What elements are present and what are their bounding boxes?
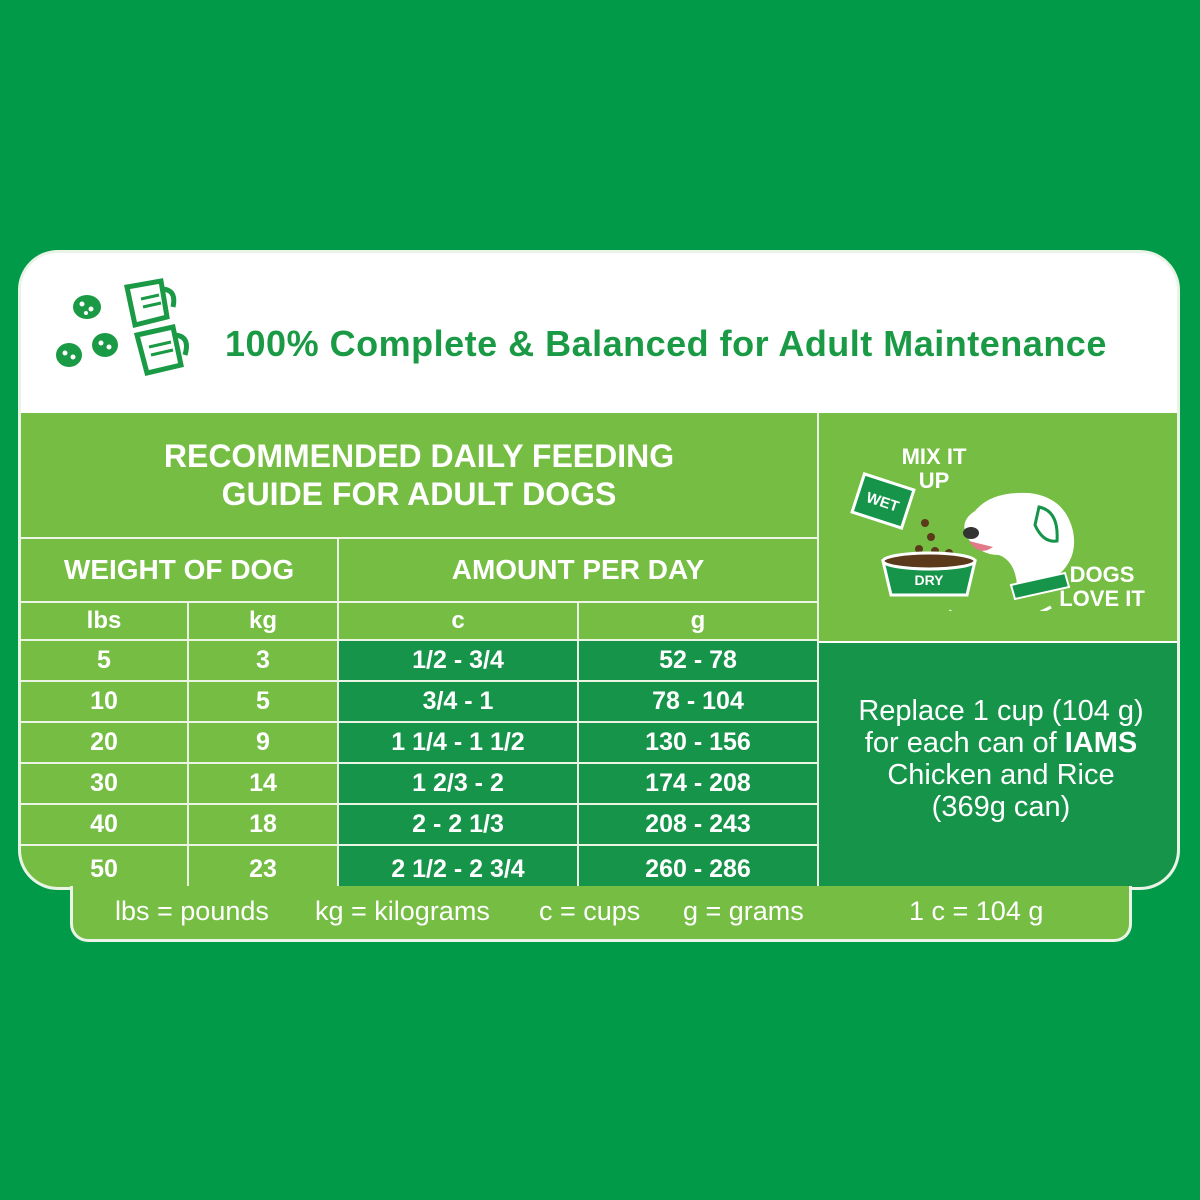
cell-lbs: 10 xyxy=(90,687,118,715)
cell-kg: 18 xyxy=(249,810,277,838)
cell-grams: 260 - 286 xyxy=(579,846,817,887)
cell-grams: 208 - 243 xyxy=(579,805,817,844)
cell-lbs: 40 xyxy=(90,810,118,838)
cell-lbs: 20 xyxy=(90,728,118,756)
cell-kg: 14 xyxy=(249,769,277,797)
column-header-lbs: lbs xyxy=(86,607,122,634)
legend-lbs: lbs = pounds xyxy=(115,896,269,926)
cell-kg: 23 xyxy=(249,855,277,883)
mix-illustration-panel: MIX IT UP WET DRY xyxy=(819,413,1177,641)
cell-kg: 9 xyxy=(256,728,270,756)
note-line3: Chicken and Rice xyxy=(887,759,1115,791)
note-line1: Replace 1 cup (104 g) xyxy=(858,695,1144,727)
replacement-note-panel xyxy=(819,643,1177,887)
divider xyxy=(187,601,189,887)
mix-label-line1: MIX IT xyxy=(901,444,967,469)
dry-label: DRY xyxy=(914,572,944,588)
cell-lbs: 5 xyxy=(97,646,111,674)
cycle-arrow-icon xyxy=(949,605,1052,611)
divider xyxy=(21,844,817,846)
table-title-line2: GUIDE FOR ADULT DOGS xyxy=(221,476,617,512)
dry-food-bowl-icon: DRY xyxy=(881,551,977,597)
note-line4: (369g can) xyxy=(931,791,1071,823)
legend-footer: lbs = pounds kg = kilograms c = cups g =… xyxy=(70,886,1132,942)
legend-kg: kg = kilograms xyxy=(315,896,490,926)
legend-grams: g = grams xyxy=(683,896,804,926)
divider xyxy=(21,680,817,682)
kibble-and-measuring-cup-icon xyxy=(56,278,189,376)
cell-kg: 3 xyxy=(256,646,270,674)
weight-group-header: WEIGHT OF DOG xyxy=(63,554,295,585)
column-header-grams: g xyxy=(690,607,706,634)
divider xyxy=(21,537,817,539)
cell-cups: 1 2/3 - 2 xyxy=(339,764,577,803)
divider xyxy=(21,601,817,603)
cell-cups: 1 1/4 - 1 1/2 xyxy=(339,723,577,762)
cell-kg: 5 xyxy=(256,687,270,715)
table-title: RECOMMENDED DAILY FEEDING GUIDE FOR ADUL… xyxy=(21,413,817,537)
cell-cups: 1/2 - 3/4 xyxy=(339,641,577,680)
mix-panel: MIX IT UP WET DRY xyxy=(819,413,1177,887)
page-title: 100% Complete & Balanced for Adult Maint… xyxy=(225,323,1107,364)
cell-lbs: 50 xyxy=(90,855,118,883)
mix-it-up-label: MIX IT UP xyxy=(879,445,989,493)
cell-cups: 2 1/2 - 2 3/4 xyxy=(339,846,577,887)
divider xyxy=(21,803,817,805)
mix-illustration: WET DRY xyxy=(850,472,1075,611)
dogs-love-it-label: DOGS LOVE IT xyxy=(1047,563,1157,611)
divider xyxy=(337,537,339,887)
feeding-table: RECOMMENDED DAILY FEEDING GUIDE FOR ADUL… xyxy=(21,413,817,887)
cell-grams: 174 - 208 xyxy=(579,764,817,803)
cell-cups: 2 - 2 1/3 xyxy=(339,805,577,844)
replacement-note: Replace 1 cup (104 g) for each can of IA… xyxy=(819,695,1177,823)
cell-grams: 130 - 156 xyxy=(579,723,817,762)
divider xyxy=(817,413,819,887)
brand-name: IAMS xyxy=(1064,727,1138,759)
cell-grams: 78 - 104 xyxy=(579,682,817,721)
cell-lbs: 30 xyxy=(90,769,118,797)
wet-food-pouch-icon: WET xyxy=(850,472,916,530)
legend-cups: c = cups xyxy=(539,896,641,926)
column-header-cups: c xyxy=(451,607,465,634)
dogs-label-line2: LOVE IT xyxy=(1059,586,1145,611)
cell-cups: 3/4 - 1 xyxy=(339,682,577,721)
amount-group-header: AMOUNT PER DAY xyxy=(451,554,705,585)
note-line2: for each can of IAMS xyxy=(819,727,1177,759)
note-line2-prefix: for each can of xyxy=(864,727,1065,759)
column-header-kg: kg xyxy=(248,607,277,634)
mix-label-line2: UP xyxy=(918,468,950,493)
divider xyxy=(21,721,817,723)
card-header: 100% Complete & Balanced for Adult Maint… xyxy=(21,253,1177,413)
feeding-guide-card: 100% Complete & Balanced for Adult Maint… xyxy=(18,250,1180,890)
divider xyxy=(21,762,817,764)
divider xyxy=(21,639,817,641)
dog-head-icon xyxy=(963,492,1075,601)
divider xyxy=(577,601,579,887)
cell-grams: 52 - 78 xyxy=(579,641,817,680)
table-title-line1: RECOMMENDED DAILY FEEDING xyxy=(163,438,675,474)
dogs-label-line1: DOGS xyxy=(1069,562,1135,587)
legend-conversion: 1 c = 104 g xyxy=(909,896,1044,926)
